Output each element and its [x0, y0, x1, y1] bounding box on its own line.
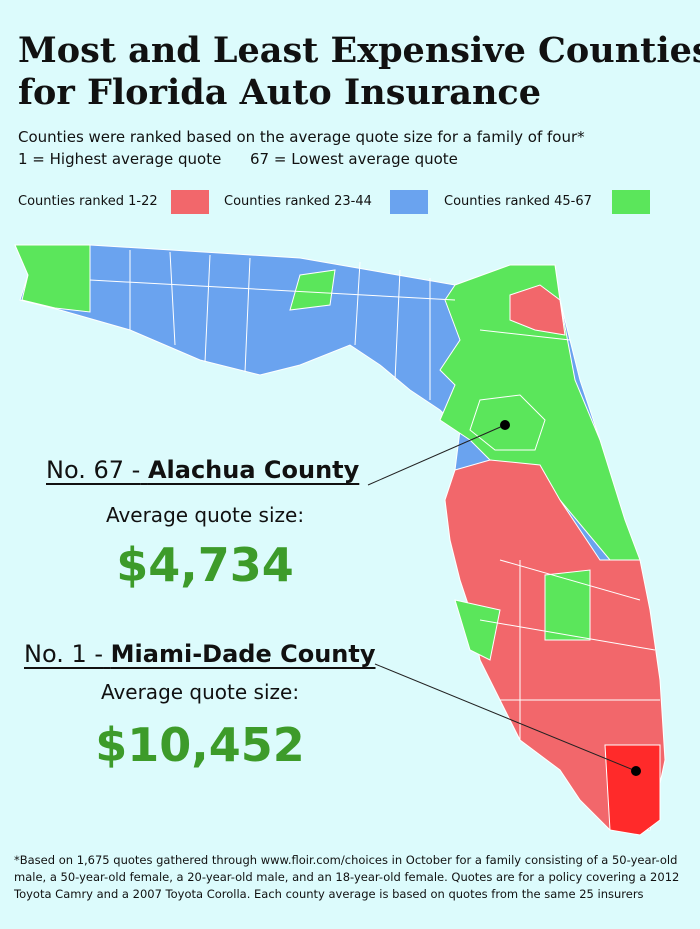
county-group	[14, 244, 91, 313]
legend-swatch	[612, 190, 650, 214]
callout-amount: $4,734	[116, 538, 294, 592]
callout-rank: No. 1 -	[24, 640, 104, 668]
legend-swatch	[171, 190, 209, 214]
callout-amount: $10,452	[95, 718, 305, 772]
subtitle: Counties were ranked based on the averag…	[18, 128, 585, 146]
scale-note: 1 = Highest average quote	[18, 150, 222, 168]
callout-dot	[500, 420, 510, 430]
county-group	[509, 284, 566, 336]
county-group	[544, 569, 591, 641]
callout-line	[374, 663, 637, 772]
legend-label: Counties ranked 45-67	[444, 194, 592, 209]
callout-county: Miami-Dade County	[110, 640, 376, 668]
county-group	[289, 269, 336, 311]
callout-line	[367, 424, 506, 486]
county-borders	[89, 250, 660, 740]
legend-swatch	[390, 190, 428, 214]
callout-county: Alachua County	[147, 456, 360, 484]
legend-label: Counties ranked 23-44	[224, 194, 372, 209]
callout-rank: No. 67 -	[46, 456, 141, 484]
county-group	[454, 599, 501, 661]
scale-note: 67 = Lowest average quote	[250, 150, 458, 168]
footnote: *Based on 1,675 quotes gathered through …	[14, 853, 680, 901]
title-line: for Florida Auto Insurance	[18, 72, 542, 113]
county-highlight	[604, 744, 661, 836]
callout-title: No. 1 - Miami-Dade County	[24, 640, 376, 668]
title-line: Most and Least Expensive Counties	[18, 30, 700, 71]
callout-dot	[631, 766, 641, 776]
callout-caption: Average quote size:	[105, 503, 305, 527]
callout-caption: Average quote size:	[100, 680, 300, 704]
callout-title: No. 67 - Alachua County	[46, 456, 359, 484]
legend-label: Counties ranked 1-22	[18, 194, 158, 209]
